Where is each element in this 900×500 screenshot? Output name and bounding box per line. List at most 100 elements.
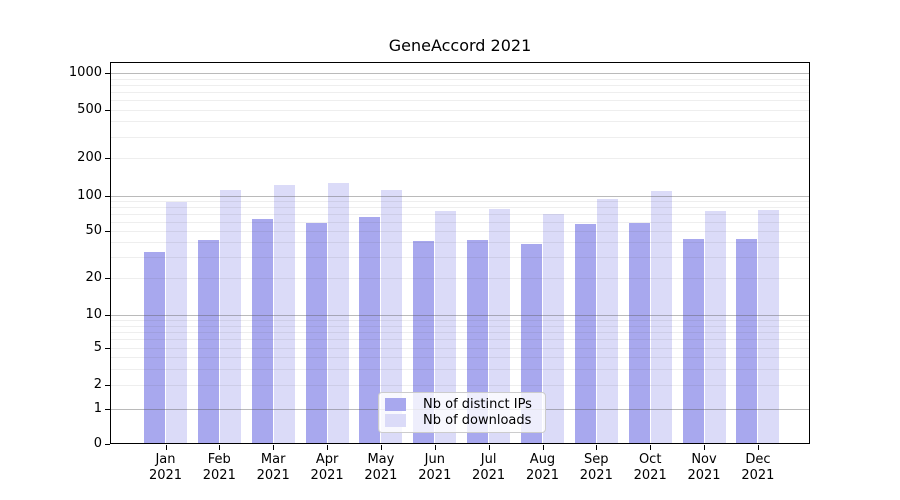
gridline-minor [111, 100, 809, 101]
gridline-minor [111, 137, 809, 138]
gridline-minor [111, 320, 809, 321]
gridline-minor [111, 339, 809, 340]
gridline-major [111, 73, 809, 74]
gridline-minor [111, 158, 809, 159]
x-tick-mark [219, 445, 221, 450]
x-tick-mark [596, 445, 598, 450]
x-tick-label-nov: Nov 2021 [687, 452, 721, 483]
y-tick-label: 200 [77, 150, 102, 165]
gridline-minor [111, 222, 809, 223]
gridline-minor [111, 242, 809, 243]
gridline-major [111, 196, 809, 197]
x-tick-mark [650, 445, 652, 450]
bar-distinct-ips-jan [144, 252, 165, 444]
y-tick-label: 10 [85, 307, 102, 322]
gridline-minor [111, 214, 809, 215]
x-tick-label-aug: Aug 2021 [525, 452, 560, 483]
y-tick-mark [105, 196, 110, 197]
y-tick-mark [105, 409, 110, 410]
bar-distinct-ips-may [359, 217, 381, 444]
gridline-minor [111, 326, 809, 327]
bar-downloads-dec [758, 209, 780, 444]
x-tick-label-sep: Sep 2021 [579, 452, 613, 483]
y-tick-label: 20 [85, 270, 102, 285]
gridline-minor [111, 231, 809, 232]
x-tick-label-dec: Dec 2021 [741, 452, 775, 483]
bar-distinct-ips-sep [574, 223, 596, 444]
y-tick-label: 500 [77, 101, 102, 117]
y-tick-label: 1 [93, 400, 102, 416]
gridline-minor [111, 207, 809, 208]
x-tick-label-may: May 2021 [364, 452, 398, 483]
bar-downloads-feb [219, 190, 241, 444]
legend-swatch-downloads [385, 414, 406, 428]
bar-downloads-oct [650, 191, 672, 444]
bar-distinct-ips-dec [736, 238, 758, 444]
gridline-minor [111, 332, 809, 333]
x-tick-label-oct: Oct 2021 [633, 452, 667, 483]
y-tick-label: 5 [93, 340, 102, 355]
gridline-minor [111, 257, 809, 258]
y-tick-mark [105, 110, 110, 111]
x-tick-mark [273, 445, 275, 450]
bar-downloads-jun [435, 210, 457, 444]
gridline-minor [111, 85, 809, 86]
bar-downloads-nov [704, 211, 726, 444]
bar-downloads-apr [327, 183, 349, 444]
x-tick-mark [380, 445, 382, 450]
legend-swatch-distinct-ips [385, 397, 406, 411]
y-tick-label: 1000 [68, 65, 102, 80]
y-tick-label: 50 [85, 223, 102, 238]
legend-row-distinct-ips: Nb of distinct IPs [385, 397, 539, 412]
bar-distinct-ips-oct [628, 222, 650, 444]
y-tick-label: 2 [93, 377, 102, 392]
x-tick-mark [434, 445, 436, 450]
bar-distinct-ips-mar [251, 219, 273, 444]
gridline-minor [111, 201, 809, 202]
x-tick-label-apr: Apr 2021 [310, 452, 344, 483]
bar-downloads-aug [542, 214, 564, 444]
y-tick-mark [105, 385, 110, 386]
bar-distinct-ips-apr [305, 222, 327, 444]
legend-label-distinct-ips: Nb of distinct IPs [423, 396, 532, 412]
legend-row-downloads: Nb of downloads [385, 413, 539, 428]
gridline-minor [111, 278, 809, 279]
y-tick-label: 100 [77, 188, 102, 203]
y-tick-mark [105, 278, 110, 279]
y-tick-mark [105, 73, 110, 74]
bar-downloads-sep [596, 198, 618, 444]
bar-downloads-mar [273, 184, 295, 444]
gridline-minor [111, 110, 809, 111]
chart-title: GeneAccord 2021 [388, 36, 532, 55]
bar-distinct-ips-nov [682, 238, 704, 444]
x-tick-label-jan: Jan 2021 [148, 452, 183, 483]
y-tick-mark [105, 315, 110, 316]
x-tick-mark [704, 445, 705, 450]
x-tick-mark [165, 445, 167, 450]
legend: Nb of distinct IPs Nb of downloads [378, 392, 546, 433]
gridline-minor [111, 79, 809, 80]
x-tick-label-mar: Mar 2021 [256, 452, 290, 483]
y-tick-mark [105, 158, 110, 159]
gridline-minor [111, 92, 809, 93]
x-tick-label-feb: Feb 2021 [202, 452, 236, 483]
gridline-minor [111, 357, 809, 358]
x-tick-mark [327, 445, 329, 450]
y-tick-label: 0 [93, 436, 102, 451]
bar-downloads-jul [489, 209, 511, 444]
gridline-minor [111, 348, 809, 349]
x-tick-label-jul: Jul 2021 [472, 452, 506, 483]
y-tick-mark [105, 348, 110, 349]
x-tick-mark [757, 445, 759, 450]
gridline-minor [111, 369, 809, 370]
y-tick-mark [105, 231, 110, 232]
bar-distinct-ips-feb [197, 239, 219, 444]
bar-downloads-may [381, 189, 403, 444]
x-tick-mark [542, 445, 544, 450]
gridline-minor [111, 385, 809, 386]
bar-downloads-jan [166, 201, 187, 444]
legend-label-downloads: Nb of downloads [423, 413, 532, 429]
gridline-major [111, 315, 809, 316]
plot-area [110, 62, 810, 444]
